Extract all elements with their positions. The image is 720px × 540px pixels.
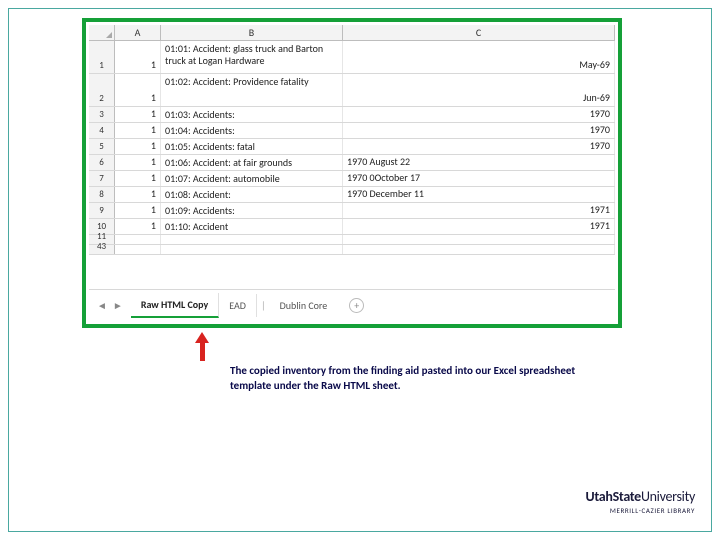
cell[interactable]: 1: [115, 41, 161, 73]
cell[interactable]: 01:08: Accident:: [161, 187, 343, 202]
cell[interactable]: 01:10: Accident: [161, 219, 343, 234]
column-headers: A B C: [89, 25, 615, 41]
cell[interactable]: 1971: [343, 203, 615, 218]
row-header[interactable]: 2: [89, 74, 115, 106]
sheet-tabs-bar: ◄ ► Raw HTML Copy EAD | Dublin Core +: [89, 289, 615, 321]
table-row: 2101:02: Accident: Providence fatalityJu…: [89, 74, 615, 107]
row-header[interactable]: 7: [89, 171, 115, 186]
cell[interactable]: 1: [115, 155, 161, 170]
cell[interactable]: 01:07: Accident: automobile: [161, 171, 343, 186]
table-row: 11: [89, 235, 615, 245]
cell[interactable]: [115, 245, 161, 254]
table-row: 6101:06: Accident: at fair grounds1970 A…: [89, 155, 615, 171]
cell[interactable]: 1970 0October 17: [343, 171, 615, 186]
cell[interactable]: 1: [115, 123, 161, 138]
cell[interactable]: 1: [115, 219, 161, 234]
cell[interactable]: 1970: [343, 107, 615, 122]
row-header[interactable]: 43: [89, 245, 115, 254]
tab-nav-arrows[interactable]: ◄ ►: [89, 299, 131, 312]
table-row: 3101:03: Accidents:1970: [89, 107, 615, 123]
cell[interactable]: 1970 December 11: [343, 187, 615, 202]
cell[interactable]: [161, 235, 343, 244]
grid-body: 1101:01: Accident: glass truck and Barto…: [89, 41, 615, 286]
spreadsheet: A B C 1101:01: Accident: glass truck and…: [89, 25, 615, 286]
table-row: 43: [89, 245, 615, 255]
cell[interactable]: [115, 235, 161, 244]
cell[interactable]: Jun-69: [343, 74, 615, 106]
cell[interactable]: 1: [115, 203, 161, 218]
row-header[interactable]: 9: [89, 203, 115, 218]
cell[interactable]: 01:01: Accident: glass truck and Barton …: [161, 41, 343, 73]
cell[interactable]: 01:04: Accidents:: [161, 123, 343, 138]
tab-next-icon[interactable]: ►: [113, 299, 123, 312]
cell[interactable]: 01:05: Accidents: fatal: [161, 139, 343, 154]
cell[interactable]: 1: [115, 171, 161, 186]
row-header[interactable]: 3: [89, 107, 115, 122]
row-header[interactable]: 1: [89, 41, 115, 73]
cell[interactable]: 1: [115, 139, 161, 154]
cell[interactable]: 01:03: Accidents:: [161, 107, 343, 122]
row-header[interactable]: 8: [89, 187, 115, 202]
cell[interactable]: 1: [115, 74, 161, 106]
col-header-c[interactable]: C: [343, 25, 615, 40]
table-row: 9101:09: Accidents:1971: [89, 203, 615, 219]
cell[interactable]: 1970: [343, 139, 615, 154]
row-header[interactable]: 5: [89, 139, 115, 154]
table-row: 7101:07: Accident: automobile1970 0Octob…: [89, 171, 615, 187]
cell[interactable]: [343, 235, 615, 244]
table-row: 5101:05: Accidents: fatal1970: [89, 139, 615, 155]
logo-sub: MERRILL-CAZIER LIBRARY: [586, 506, 696, 515]
table-row: 8101:08: Accident:1970 December 11: [89, 187, 615, 203]
cell[interactable]: 1: [115, 107, 161, 122]
table-row: 4101:04: Accidents:1970: [89, 123, 615, 139]
caption-text: The copied inventory from the finding ai…: [230, 364, 610, 394]
logo: UtahStateUniversity MERRILL-CAZIER LIBRA…: [586, 488, 696, 515]
cell[interactable]: 01:06: Accident: at fair grounds: [161, 155, 343, 170]
tab-ead[interactable]: EAD: [219, 294, 257, 317]
screenshot-highlight-box: A B C 1101:01: Accident: glass truck and…: [82, 18, 622, 328]
table-row: 1101:01: Accident: glass truck and Barto…: [89, 41, 615, 74]
table-row: 10101:10: Accident1971: [89, 219, 615, 235]
logo-main: UtahStateUniversity: [586, 488, 696, 505]
cell[interactable]: [161, 245, 343, 254]
col-header-b[interactable]: B: [161, 25, 343, 40]
cell[interactable]: May-69: [343, 41, 615, 73]
tab-dublin-core[interactable]: Dublin Core: [270, 294, 338, 317]
col-header-a[interactable]: A: [115, 25, 161, 40]
cell[interactable]: 1970: [343, 123, 615, 138]
cell[interactable]: 01:02: Accident: Providence fatality: [161, 74, 343, 106]
tab-separator: |: [257, 299, 270, 312]
add-sheet-button[interactable]: +: [349, 298, 364, 313]
row-header[interactable]: 4: [89, 123, 115, 138]
tab-raw-html-copy[interactable]: Raw HTML Copy: [131, 293, 219, 318]
cell[interactable]: 1971: [343, 219, 615, 234]
cell[interactable]: 01:09: Accidents:: [161, 203, 343, 218]
cell[interactable]: [343, 245, 615, 254]
cell[interactable]: 1970 August 22: [343, 155, 615, 170]
tab-prev-icon[interactable]: ◄: [97, 299, 107, 312]
cell[interactable]: 1: [115, 187, 161, 202]
row-header[interactable]: 6: [89, 155, 115, 170]
select-all-corner[interactable]: [89, 25, 115, 40]
callout-arrow: [195, 332, 209, 362]
